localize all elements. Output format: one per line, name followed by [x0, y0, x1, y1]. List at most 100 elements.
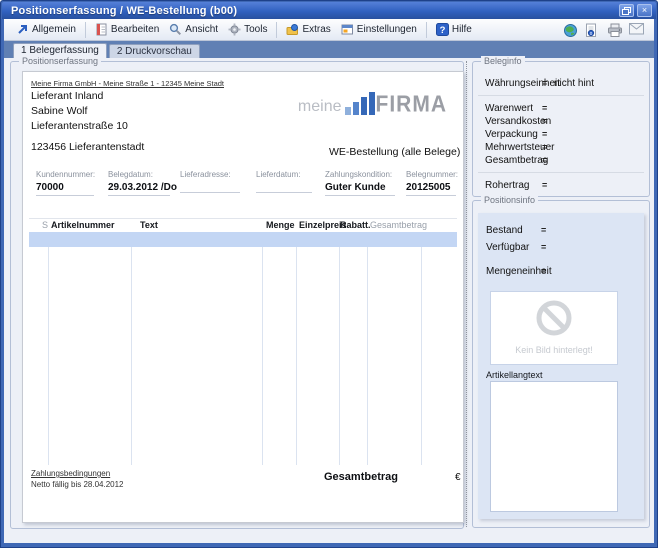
menu-label: Allgemein	[32, 24, 76, 35]
menu-einstellungen[interactable]: Einstellungen	[336, 21, 422, 38]
menu-label: Einstellungen	[356, 24, 417, 35]
info-label: Rohertrag	[485, 180, 530, 191]
field-label: Belegdatum:	[108, 170, 153, 179]
column-header-menge[interactable]: Menge	[266, 220, 295, 230]
menu-allgemein[interactable]: Allgemein	[11, 21, 81, 38]
menu-extras[interactable]: Extras	[281, 21, 335, 38]
recipient-city: 123456 Lieferantenstadt	[31, 141, 145, 153]
lieferdatum-input[interactable]	[256, 182, 312, 193]
magnifier-icon	[169, 23, 182, 36]
no-image-icon	[536, 300, 572, 336]
equals-icon: =	[542, 78, 548, 88]
document-icon[interactable]: 0	[585, 23, 601, 37]
table-grid-line	[131, 247, 132, 465]
table-grid-line	[48, 247, 49, 465]
table-grid-line	[262, 247, 263, 465]
info-label: Mehrwertsteuer	[485, 142, 555, 153]
column-header-rabatt[interactable]: Rabatt.	[340, 220, 371, 230]
info-row-rohertrag: Rohertrag =	[473, 180, 649, 192]
arrow-ne-icon	[16, 23, 29, 36]
menubar-separator	[276, 21, 278, 38]
globe-icon[interactable]	[563, 23, 579, 37]
document-title: WE-Bestellung (alle Belege)	[329, 146, 461, 158]
column-header-einzelpreis[interactable]: Einzelpreis	[299, 220, 347, 230]
document-preview: Meine Firma GmbH - Meine Straße 1 - 1234…	[22, 71, 464, 523]
column-header-artikelnummer[interactable]: Artikelnummer	[51, 220, 115, 230]
info-row-verfuegbar: Verfügbar =	[478, 242, 644, 254]
info-label: Währungseinheit	[485, 78, 561, 89]
field-label: Zahlungskondition:	[325, 170, 393, 179]
close-button[interactable]: ×	[637, 4, 652, 17]
menu-hilfe[interactable]: ? Hilfe	[431, 21, 477, 38]
menu-bearbeiten[interactable]: Bearbeiten	[90, 21, 164, 38]
field-belegdatum: Belegdatum: 29.03.2012 /Do	[108, 170, 177, 196]
beleginfo-group-label: Beleginfo	[481, 56, 525, 67]
equals-icon: =	[542, 180, 548, 190]
logo-bars-icon	[344, 92, 375, 115]
recipient-address: Lieferant Inland Sabine Wolf Lieferanten…	[31, 89, 128, 134]
equals-icon: =	[541, 225, 547, 235]
column-header-gesamtbetrag[interactable]: Gesamtbetrag	[370, 220, 428, 230]
menu-label: Bearbeiten	[110, 24, 160, 35]
menu-label: Ansicht	[185, 24, 219, 35]
menu-bar: Allgemein Bearbeiten Ansicht Tools	[4, 19, 654, 41]
equals-icon: =	[542, 116, 548, 126]
recipient-line: Sabine Wolf	[31, 105, 88, 117]
kundennummer-input[interactable]: 70000	[36, 182, 94, 196]
recipient-line: Lieferant Inland	[31, 90, 104, 102]
help-icon: ?	[435, 23, 449, 36]
positionserfassung-group-label: Positionserfassung	[19, 56, 102, 67]
menubar-separator	[425, 21, 427, 38]
beleginfo-group: Beleginfo Währungseinheit = nicht hint W…	[472, 56, 650, 197]
toolbar-right: 0	[563, 22, 654, 37]
info-row-verpackung: Verpackung =	[473, 129, 649, 141]
info-row-mengeneinheit: Mengeneinheit =	[478, 266, 644, 278]
field-lieferadresse: Lieferadresse:	[180, 170, 246, 193]
payment-terms-link: Zahlungsbedingungen	[31, 469, 111, 478]
separator-line	[478, 172, 644, 173]
equals-icon: =	[542, 142, 548, 152]
zahlungskondition-input[interactable]: Guter Kunde	[325, 182, 395, 196]
field-belegnummer: Belegnummer: 20125005	[406, 170, 460, 196]
positionsinfo-panel: Bestand = Verfügbar = Mengeneinheit =	[478, 213, 644, 519]
recipient-line: Lieferantenstraße 10	[31, 120, 128, 132]
currency-symbol: €	[455, 472, 461, 483]
belegdatum-input[interactable]: 29.03.2012 /Do	[108, 182, 177, 196]
tab-druckvorschau[interactable]: 2 Druckvorschau	[108, 44, 200, 58]
field-kundennummer: Kundennummer: 70000	[36, 170, 100, 196]
info-label: Gesamtbetrag	[485, 155, 549, 166]
total-label: Gesamtbetrag	[324, 471, 398, 483]
gear-icon	[228, 23, 241, 36]
menu-label: Tools	[244, 24, 268, 35]
window-controls: ×	[619, 4, 652, 17]
column-header-s[interactable]: S	[42, 220, 49, 230]
printer-icon[interactable]	[607, 23, 623, 37]
main-content: Positionserfassung Meine Firma GmbH - Me…	[4, 56, 654, 543]
menu-tools[interactable]: Tools	[223, 21, 272, 38]
field-lieferdatum: Lieferdatum:	[256, 170, 318, 193]
belegnummer-input[interactable]: 20125005	[406, 182, 456, 196]
lieferadresse-input[interactable]	[180, 182, 240, 193]
tab-belegerfassung[interactable]: 1 Belegerfassung	[13, 43, 107, 58]
table-grid-line	[421, 247, 422, 465]
positionsinfo-group-label: Positionsinfo	[481, 195, 539, 206]
info-row-versandkosten: Versandkosten =	[473, 116, 649, 128]
restore-button[interactable]	[619, 4, 634, 17]
selected-position-row[interactable]	[29, 232, 457, 247]
positionserfassung-group: Positionserfassung Meine Firma GmbH - Me…	[10, 56, 464, 529]
menu-ansicht[interactable]: Ansicht	[164, 21, 223, 38]
equals-icon: =	[542, 155, 548, 165]
info-row-waehrungseinheit: Währungseinheit = nicht hint	[473, 78, 649, 90]
svg-text:0: 0	[590, 30, 593, 35]
settings-icon	[341, 23, 354, 36]
mail-icon[interactable]	[629, 22, 645, 37]
artikellangtext-field[interactable]	[490, 381, 618, 512]
column-header-text[interactable]: Text	[140, 220, 158, 230]
field-zahlungskondition: Zahlungskondition: Guter Kunde	[325, 170, 401, 196]
info-value: nicht hint	[554, 78, 595, 89]
menubar-separator	[84, 21, 86, 38]
info-label: Warenwert	[485, 103, 533, 114]
field-label: Lieferdatum:	[256, 170, 301, 179]
equals-icon: =	[541, 242, 547, 252]
